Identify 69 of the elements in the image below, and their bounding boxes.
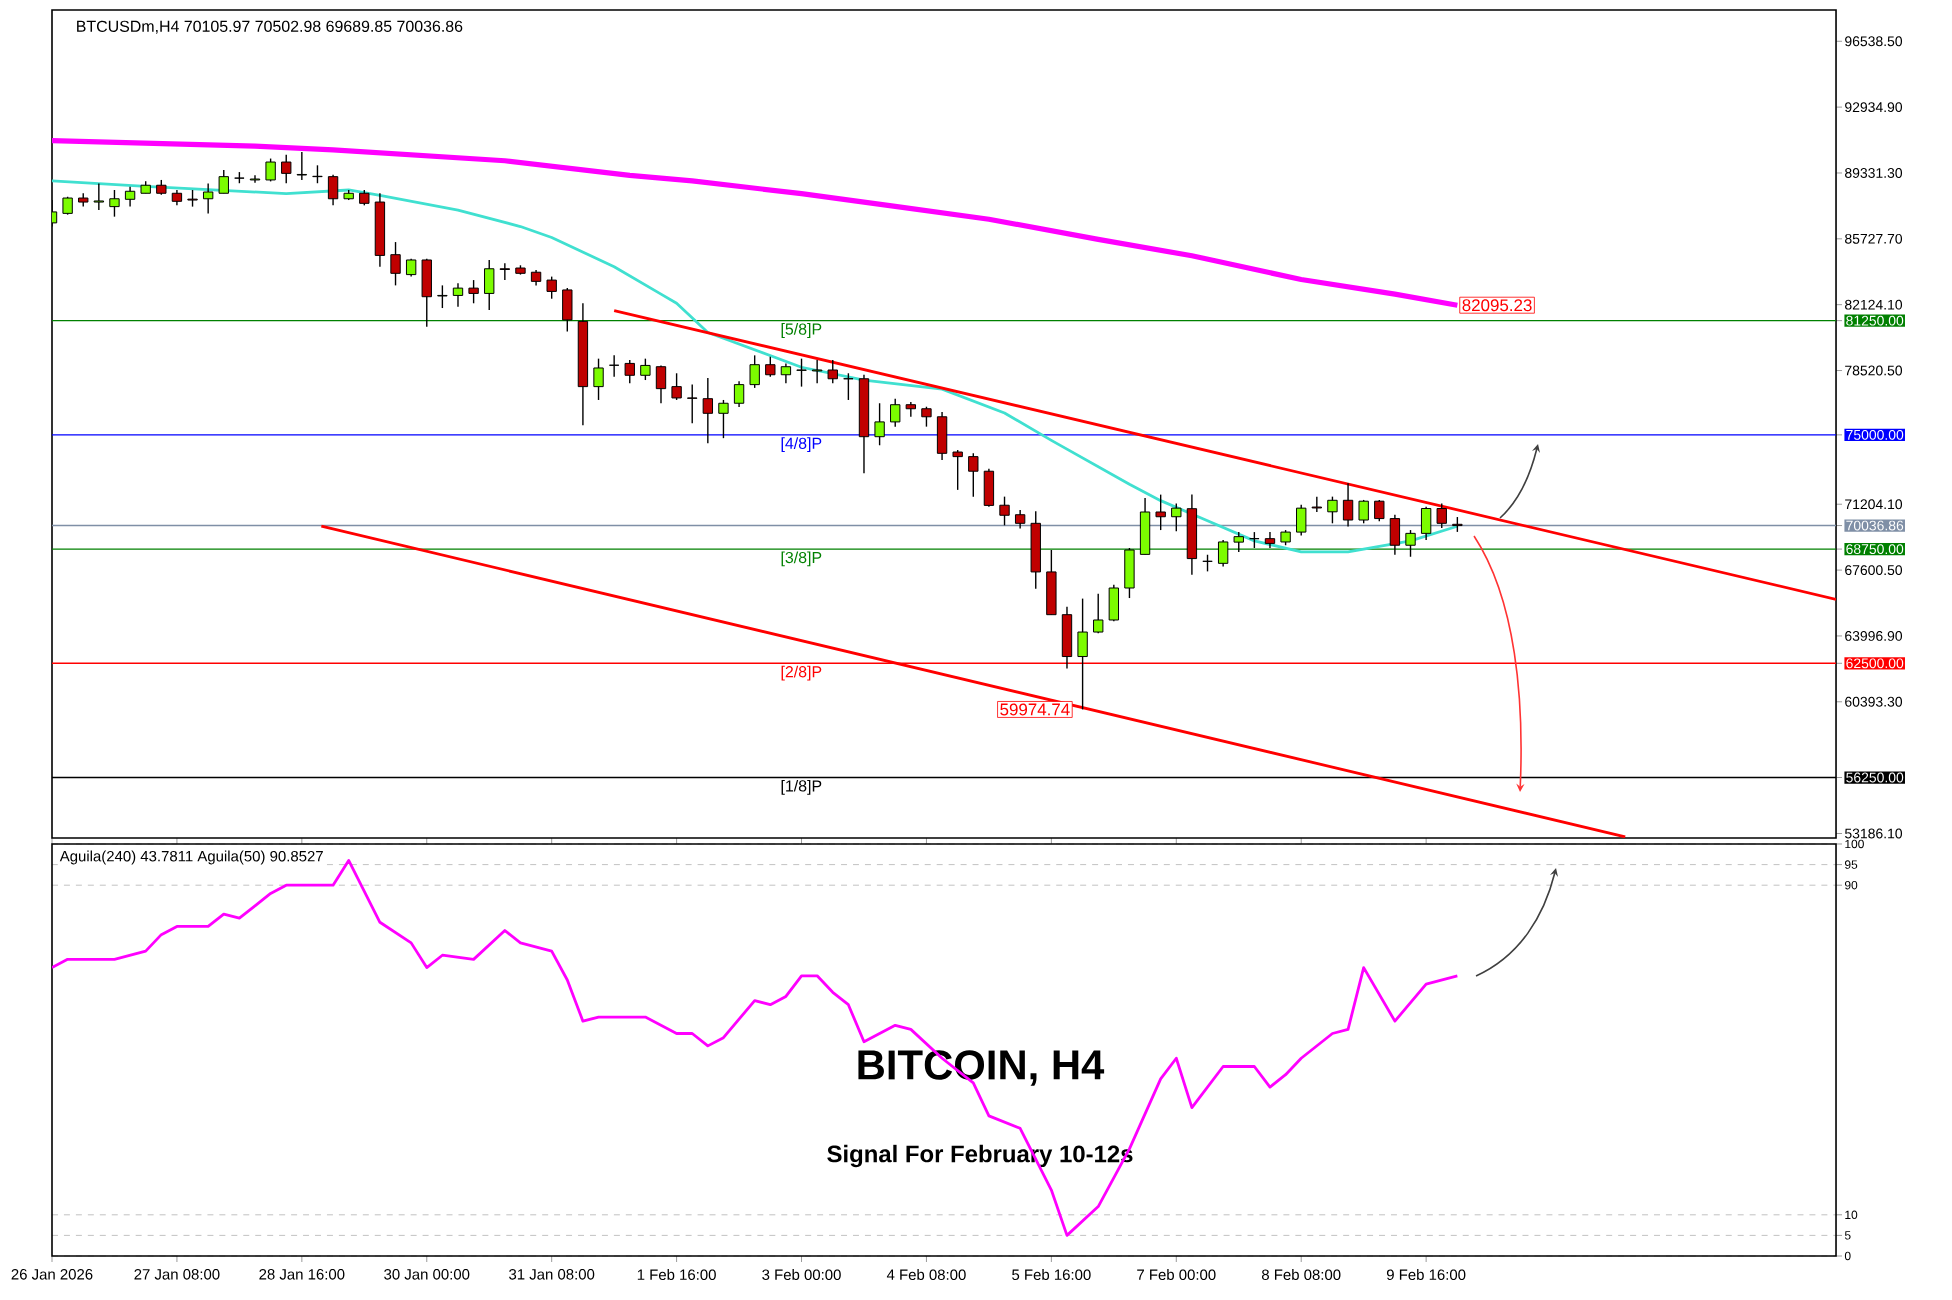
candlestick bbox=[796, 357, 807, 388]
candlestick bbox=[1358, 499, 1369, 525]
candlestick bbox=[452, 282, 464, 308]
candlestick bbox=[1389, 514, 1401, 556]
candlestick bbox=[1436, 502, 1447, 529]
candlestick bbox=[1171, 502, 1182, 533]
candlestick bbox=[749, 354, 760, 389]
candlestick bbox=[499, 262, 511, 281]
candlestick bbox=[780, 362, 792, 385]
candlestick bbox=[1155, 493, 1166, 531]
candlestick bbox=[484, 259, 495, 311]
candlestick bbox=[1217, 539, 1229, 568]
annotation: 59974.74 bbox=[1000, 703, 1070, 716]
candlestick bbox=[1077, 597, 1088, 711]
candlestick bbox=[827, 359, 838, 385]
candlestick bbox=[390, 241, 401, 287]
candlestick bbox=[249, 174, 261, 184]
candlestick bbox=[1124, 547, 1135, 599]
candlestick bbox=[546, 275, 557, 300]
candlestick bbox=[671, 372, 682, 401]
candlestick bbox=[968, 452, 979, 498]
candlestick bbox=[562, 287, 573, 333]
candlestick bbox=[1342, 482, 1354, 528]
candlestick bbox=[718, 399, 729, 439]
candlestick bbox=[874, 402, 885, 446]
candlestick bbox=[843, 372, 854, 401]
candlestick bbox=[921, 406, 932, 428]
candlestick bbox=[905, 401, 917, 418]
candlestick bbox=[421, 258, 432, 328]
candlestick bbox=[437, 284, 448, 309]
candlestick bbox=[936, 411, 948, 461]
candlestick bbox=[655, 364, 667, 404]
candlestick bbox=[1093, 592, 1104, 635]
candlestick bbox=[765, 355, 776, 378]
candlestick bbox=[952, 449, 963, 491]
candlestick bbox=[1405, 529, 1416, 558]
candlestick bbox=[218, 169, 229, 194]
candlestick bbox=[124, 186, 136, 208]
candlestick bbox=[640, 357, 651, 381]
candlestick bbox=[624, 359, 635, 385]
candlestick bbox=[202, 182, 214, 215]
candlestick bbox=[999, 495, 1010, 527]
candlestick bbox=[811, 359, 823, 385]
candlestick bbox=[468, 279, 479, 304]
candlestick bbox=[1420, 505, 1432, 541]
candlestick bbox=[281, 154, 292, 184]
candlestick bbox=[608, 354, 620, 378]
candlestick bbox=[1061, 605, 1073, 670]
candlestick bbox=[296, 151, 308, 181]
candlestick bbox=[327, 173, 339, 207]
candlestick bbox=[109, 189, 120, 218]
candlestick bbox=[1046, 549, 1057, 616]
candlestick bbox=[1311, 495, 1323, 513]
candlestick bbox=[1374, 499, 1385, 522]
candlestick bbox=[93, 182, 105, 211]
candlestick bbox=[1327, 495, 1338, 525]
candlestick bbox=[1108, 584, 1120, 622]
candlestick bbox=[687, 383, 698, 425]
candlestick bbox=[890, 397, 901, 428]
candlestick bbox=[1296, 503, 1307, 537]
candlestick bbox=[593, 357, 604, 401]
candlestick bbox=[1233, 531, 1244, 553]
candlestick bbox=[702, 377, 714, 444]
candlestick bbox=[1139, 497, 1151, 556]
candlestick bbox=[733, 380, 745, 408]
annotation: 82095.23 bbox=[1462, 299, 1532, 312]
candlestick bbox=[983, 467, 995, 508]
candlestick bbox=[1014, 509, 1026, 530]
candlestick bbox=[1264, 531, 1276, 549]
